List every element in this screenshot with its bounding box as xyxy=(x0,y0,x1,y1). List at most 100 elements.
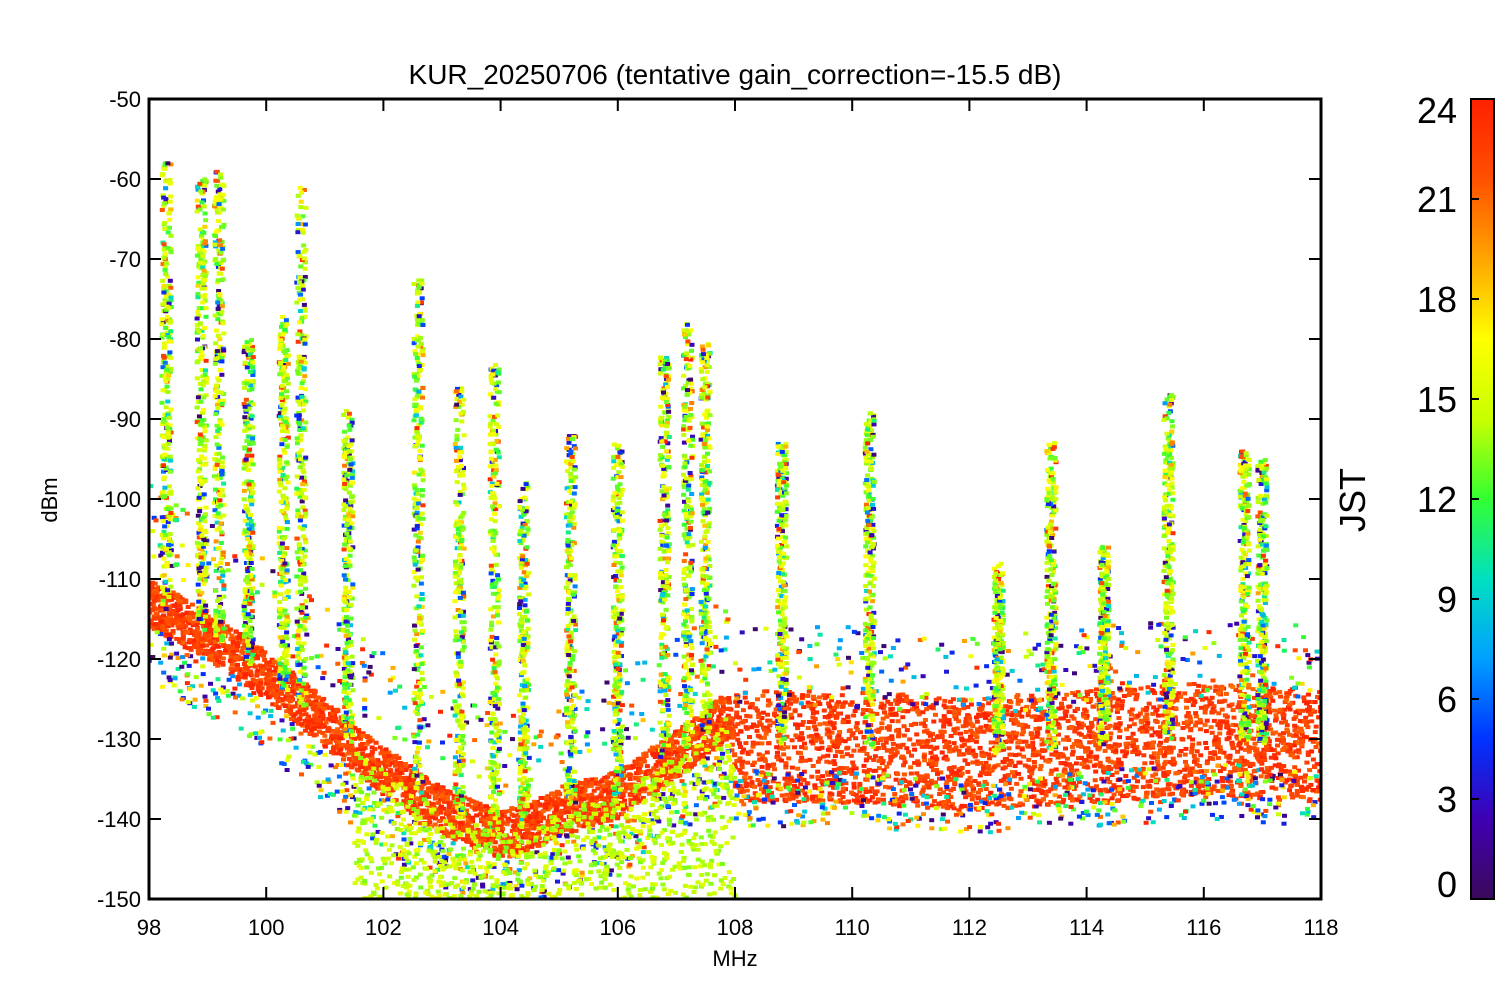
scatter-point xyxy=(895,719,901,724)
scatter-point xyxy=(1017,760,1023,765)
scatter-point xyxy=(702,744,708,749)
scatter-point xyxy=(334,719,340,724)
scatter-point xyxy=(1282,769,1288,774)
scatter-point xyxy=(532,841,538,846)
scatter-point xyxy=(875,729,881,734)
scatter-point xyxy=(1201,688,1207,693)
scatter-point xyxy=(1087,759,1093,764)
scatter-point xyxy=(212,639,218,644)
scatter-point xyxy=(290,704,295,709)
scatter-point xyxy=(1117,728,1123,733)
scatter-point xyxy=(653,773,659,778)
scatter-point xyxy=(566,810,572,815)
scatter-point xyxy=(1203,706,1209,711)
scatter-point xyxy=(791,779,797,784)
scatter-point xyxy=(672,759,678,763)
scatter-point xyxy=(918,740,924,745)
scatter-point xyxy=(397,775,402,780)
scatter-point xyxy=(1275,743,1280,748)
scatter-point xyxy=(951,705,956,710)
scatter-point xyxy=(855,743,860,748)
scatter-point xyxy=(1008,700,1014,705)
scatter-point xyxy=(585,818,590,822)
scatter-point xyxy=(751,722,756,727)
scatter-point xyxy=(160,608,166,613)
scatter-point xyxy=(1315,778,1321,783)
scatter-point xyxy=(969,738,975,743)
scatter-point xyxy=(302,721,308,726)
scatter-point xyxy=(593,777,598,782)
scatter-point xyxy=(1233,688,1239,692)
scatter-point xyxy=(849,767,855,772)
scatter-point xyxy=(933,712,938,717)
scatter-point xyxy=(983,715,988,720)
scatter-point xyxy=(740,759,746,764)
scatter-point xyxy=(362,764,367,769)
scatter-point xyxy=(1072,709,1078,713)
scatter-point xyxy=(1068,766,1074,771)
scatter-point xyxy=(969,730,975,735)
scatter-point xyxy=(976,790,981,795)
scatter-point xyxy=(1066,704,1072,709)
scatter-point xyxy=(934,768,940,772)
scatter-point xyxy=(802,791,808,796)
scatter-point xyxy=(729,748,735,753)
scatter-point xyxy=(177,599,183,604)
scatter-point xyxy=(1191,682,1197,686)
scatter-point xyxy=(1085,725,1091,730)
scatter-point xyxy=(952,714,958,719)
scatter-point xyxy=(1272,763,1278,768)
scatter-point xyxy=(243,683,249,688)
scatter-point xyxy=(1270,785,1276,790)
scatter-point xyxy=(1298,726,1304,731)
scatter-point xyxy=(472,807,478,812)
scatter-point xyxy=(1084,713,1090,718)
scatter-point xyxy=(1176,691,1182,696)
scatter-point xyxy=(712,704,718,709)
scatter-point xyxy=(615,816,621,821)
scatter-point xyxy=(755,778,761,782)
scatter-point xyxy=(1093,784,1099,789)
scatter-point xyxy=(169,621,175,626)
scatter-point xyxy=(210,628,216,632)
scatter-point xyxy=(1296,750,1302,755)
scatter-point xyxy=(608,818,614,823)
scatter-point xyxy=(271,669,277,674)
scatter-point xyxy=(706,750,712,755)
scatter-point xyxy=(399,767,405,771)
scatter-point xyxy=(634,760,640,765)
scatter-point xyxy=(959,765,965,770)
scatter-point xyxy=(174,636,180,641)
scatter-point xyxy=(242,674,248,679)
scatter-point xyxy=(922,729,927,734)
scatter-point xyxy=(1142,746,1148,750)
scatter-point xyxy=(1122,754,1128,759)
scatter-point xyxy=(168,618,174,623)
scatter-point xyxy=(1075,720,1081,725)
scatter-point xyxy=(1292,755,1298,760)
scatter-point xyxy=(709,741,715,746)
scatter-point xyxy=(919,774,925,779)
scatter-point xyxy=(789,715,795,720)
scatter-point xyxy=(444,789,450,794)
scatter-point xyxy=(811,696,817,701)
scatter-point xyxy=(675,752,681,757)
scatter-point xyxy=(1291,716,1297,721)
scatter-point xyxy=(314,722,320,727)
scatter-point xyxy=(192,643,197,648)
scatter-point xyxy=(968,728,974,733)
scatter-point xyxy=(206,650,212,655)
scatter-point xyxy=(628,802,634,807)
scatter-point xyxy=(1211,709,1217,714)
scatter-point xyxy=(403,779,409,784)
scatter-point xyxy=(1185,779,1191,784)
scatter-point xyxy=(1208,791,1214,795)
scatter-point xyxy=(277,696,283,701)
scatter-point xyxy=(524,823,529,828)
scatter-point xyxy=(871,768,877,773)
scatter-point xyxy=(1111,783,1117,788)
scatter-point xyxy=(1173,693,1179,698)
scatter-point xyxy=(859,794,865,799)
scatter-point xyxy=(1145,685,1151,690)
scatter-point xyxy=(1030,753,1036,758)
